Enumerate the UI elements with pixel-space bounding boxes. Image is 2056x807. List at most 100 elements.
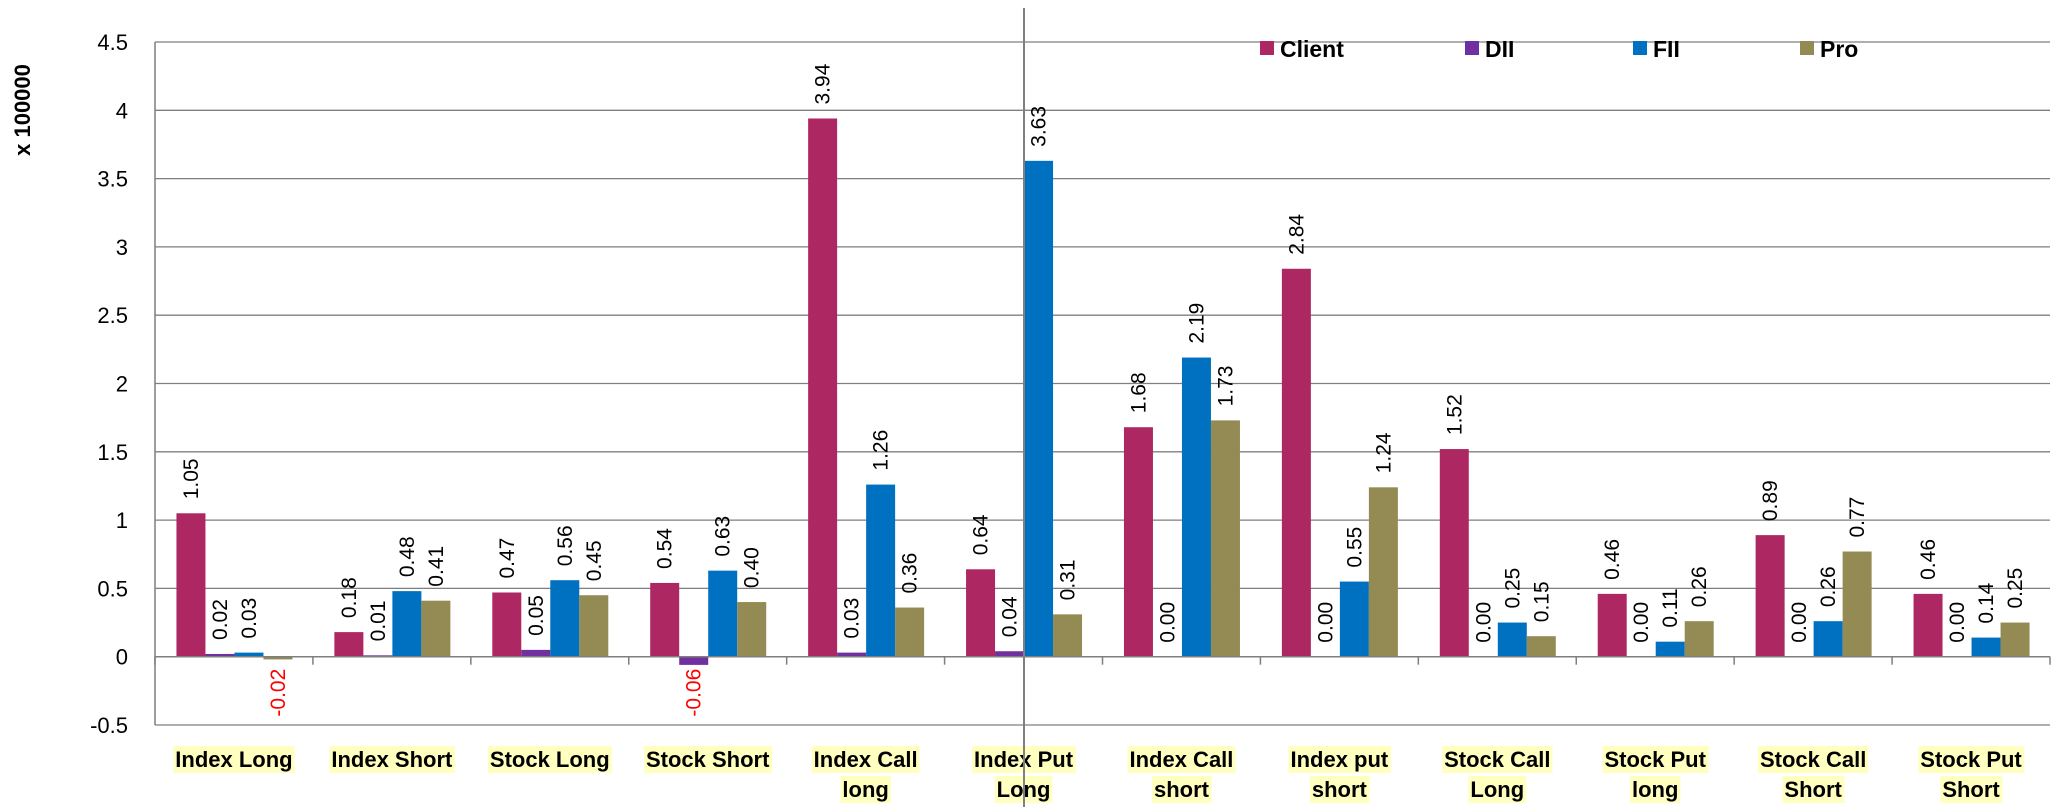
data-label: 0.45: [583, 540, 606, 581]
category-label-highlight: [1629, 776, 1681, 803]
bar-client: [650, 582, 680, 657]
bar-dii: [205, 653, 235, 657]
data-label: 1.05: [180, 458, 203, 499]
data-label: 2.19: [1185, 303, 1208, 344]
category-label-highlight: [1468, 776, 1527, 803]
bar-fii: [708, 570, 738, 657]
bar-pro: [1053, 614, 1083, 657]
category-labels: Index Long Index Short Stock Long Stock Sho…: [173, 746, 2025, 803]
y-axis-title: x 100000: [10, 64, 35, 156]
category-label-highlight: [643, 746, 773, 773]
data-label: 0.03: [238, 598, 261, 639]
category-label-highlight: [1442, 746, 1553, 773]
y-tick-label: 0: [116, 645, 128, 670]
bar-client: [1281, 268, 1311, 657]
category-label: Index Call: [1129, 747, 1233, 772]
legend-swatch-pro: [1800, 41, 1814, 55]
legend: Client DII FII Pro: [1260, 36, 1858, 62]
category-label: Index Short: [331, 747, 453, 772]
legend-swatch-fii: [1633, 41, 1647, 55]
bar-client: [1439, 449, 1469, 657]
data-label: 0.89: [1759, 480, 1782, 521]
data-label: -0.02: [267, 669, 290, 717]
bar-fii: [234, 652, 264, 657]
category-label-highlight: [840, 776, 891, 803]
data-label: 0.54: [654, 528, 677, 569]
category-label: Stock Call: [1760, 747, 1866, 772]
bar-pro: [421, 600, 451, 657]
y-tick-label: 4: [116, 98, 128, 123]
legend-label-dii: DII: [1485, 36, 1514, 62]
category-label-highlight: [1309, 776, 1370, 803]
legend-label-client: Client: [1280, 36, 1344, 62]
data-label: 0.15: [1530, 581, 1553, 622]
category-label: Stock Short: [646, 747, 770, 772]
category-label-highlight: [1151, 776, 1212, 803]
category-label: long: [842, 777, 888, 802]
data-label: 0.00: [1788, 602, 1811, 643]
bar-dii: [679, 656, 709, 665]
bar-fii: [866, 484, 896, 657]
bar-client: [1913, 593, 1943, 657]
bar-fii: [392, 591, 422, 657]
data-labels: 1.05 0.18 0.47 0.54 3.94 0.64 1.68 2.84 1.52 0.46…: [180, 63, 2027, 716]
bar-fii: [1971, 637, 2001, 657]
bar-client: [1755, 535, 1785, 657]
bar-fii: [1497, 622, 1527, 657]
y-tick-label: -0.5: [90, 713, 128, 738]
data-label: 1.24: [1372, 432, 1395, 473]
bar-client: [1123, 427, 1153, 657]
y-tick-label: 3: [116, 235, 128, 260]
data-label: 0.03: [841, 598, 864, 639]
y-tick-label: 2.5: [97, 303, 128, 328]
y-axis-ticks: -0.5 0 0.5 1 1.5 2 2.5 3 3.5 4 4.5: [90, 30, 128, 738]
y-tick-label: 4.5: [97, 30, 128, 55]
bar-pro: [1684, 621, 1714, 657]
category-label-highlight: [329, 746, 456, 773]
category-label: Index Long: [175, 747, 292, 772]
bar-pro: [1210, 420, 1240, 657]
data-label: 0.25: [1501, 568, 1524, 609]
data-label: 0.01: [367, 600, 390, 641]
data-label: 0.18: [338, 577, 361, 618]
data-label: 1.52: [1443, 394, 1466, 435]
data-label: 0.48: [396, 536, 419, 577]
bar-client: [176, 513, 206, 657]
data-label: 0.00: [1156, 602, 1179, 643]
data-label: 0.56: [554, 525, 577, 566]
bars: [176, 118, 2030, 665]
bar-client: [808, 118, 838, 657]
bar-client: [492, 592, 522, 657]
category-label: Long: [1470, 777, 1524, 802]
data-label: 0.55: [1343, 527, 1366, 568]
data-label: 0.77: [1846, 497, 1869, 538]
y-tick-label: 1.5: [97, 440, 128, 465]
bar-dii: [995, 651, 1025, 657]
data-label: 0.31: [1057, 559, 1080, 600]
data-label: 0.36: [899, 553, 922, 594]
category-label-highlight: [1918, 746, 2025, 773]
bar-pro: [737, 602, 767, 657]
bar-client: [966, 569, 996, 657]
bar-fii: [1181, 357, 1211, 657]
data-label: 0.11: [1659, 588, 1682, 627]
data-label: 1.26: [870, 430, 893, 471]
data-label: 0.00: [1314, 602, 1337, 643]
bar-pro: [1368, 487, 1398, 657]
data-label: 0.40: [741, 547, 764, 588]
bar-pro: [2000, 622, 2030, 657]
data-label: 0.00: [1472, 602, 1495, 643]
category-label: short: [1312, 777, 1368, 802]
y-tick-label: 0.5: [97, 576, 128, 601]
data-label: 1.73: [1214, 366, 1237, 407]
bar-client: [1597, 593, 1627, 657]
legend-label-fii: FII: [1653, 36, 1680, 62]
data-label: 3.94: [812, 63, 835, 104]
category-label-highlight: [1602, 746, 1709, 773]
category-label-highlight: [487, 746, 612, 773]
legend-swatch-dii: [1465, 41, 1479, 55]
data-label: 1.68: [1127, 372, 1150, 413]
data-label: 0.26: [1688, 566, 1711, 607]
y-tick-label: 1: [116, 508, 128, 533]
